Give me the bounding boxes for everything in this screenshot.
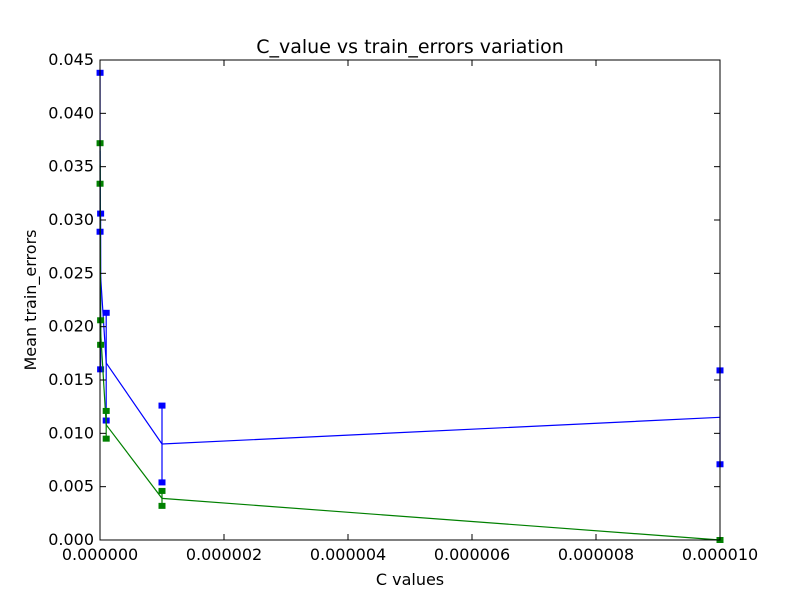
x-tick-label: 0.000006	[434, 545, 510, 564]
axis-ticks: 0.000000 0.000002 0.000004 0.000006 0.000008…	[48, 50, 758, 564]
y-tick-label: 0.000	[48, 530, 94, 549]
x-axis-label: C values	[376, 570, 444, 589]
y-tick-label: 0.010	[48, 423, 94, 442]
series-1-cap-low	[97, 341, 105, 348]
series-0-line	[99, 150, 721, 445]
series-0-cap-low	[97, 366, 105, 373]
series-1-cap-high	[102, 407, 110, 414]
series-1-cap-low	[158, 502, 166, 509]
y-tick-label: 0.005	[48, 477, 94, 496]
axes-frame	[99, 59, 721, 541]
series-0-cap-high	[102, 309, 110, 316]
series-0-cap-low	[158, 479, 166, 486]
x-tick-label: 0.000002	[186, 545, 262, 564]
chart-title: C_value vs train_errors variation	[256, 36, 564, 58]
y-tick-label: 0.025	[48, 263, 94, 282]
y-tick-label: 0.035	[48, 157, 94, 176]
x-tick-label: 0.000010	[682, 545, 758, 564]
x-tick-label: 0.000004	[310, 545, 386, 564]
x-tick-label: 0.000008	[558, 545, 634, 564]
series-1-line	[99, 164, 721, 541]
y-tick-label: 0.030	[48, 210, 94, 229]
series-0-cap-high	[158, 402, 166, 409]
x-tick-label: 0.000000	[62, 545, 138, 564]
y-tick-label: 0.015	[48, 370, 94, 389]
series-1-cap-high	[158, 487, 166, 494]
series-1-cap-high	[97, 317, 105, 324]
series-1-cap-low	[102, 435, 110, 442]
y-tick-label: 0.040	[48, 103, 94, 122]
y-axis-label: Mean train_errors	[21, 230, 41, 371]
y-tick-label: 0.020	[48, 317, 94, 336]
plot-area	[96, 69, 724, 543]
y-tick-label: 0.045	[48, 50, 94, 69]
